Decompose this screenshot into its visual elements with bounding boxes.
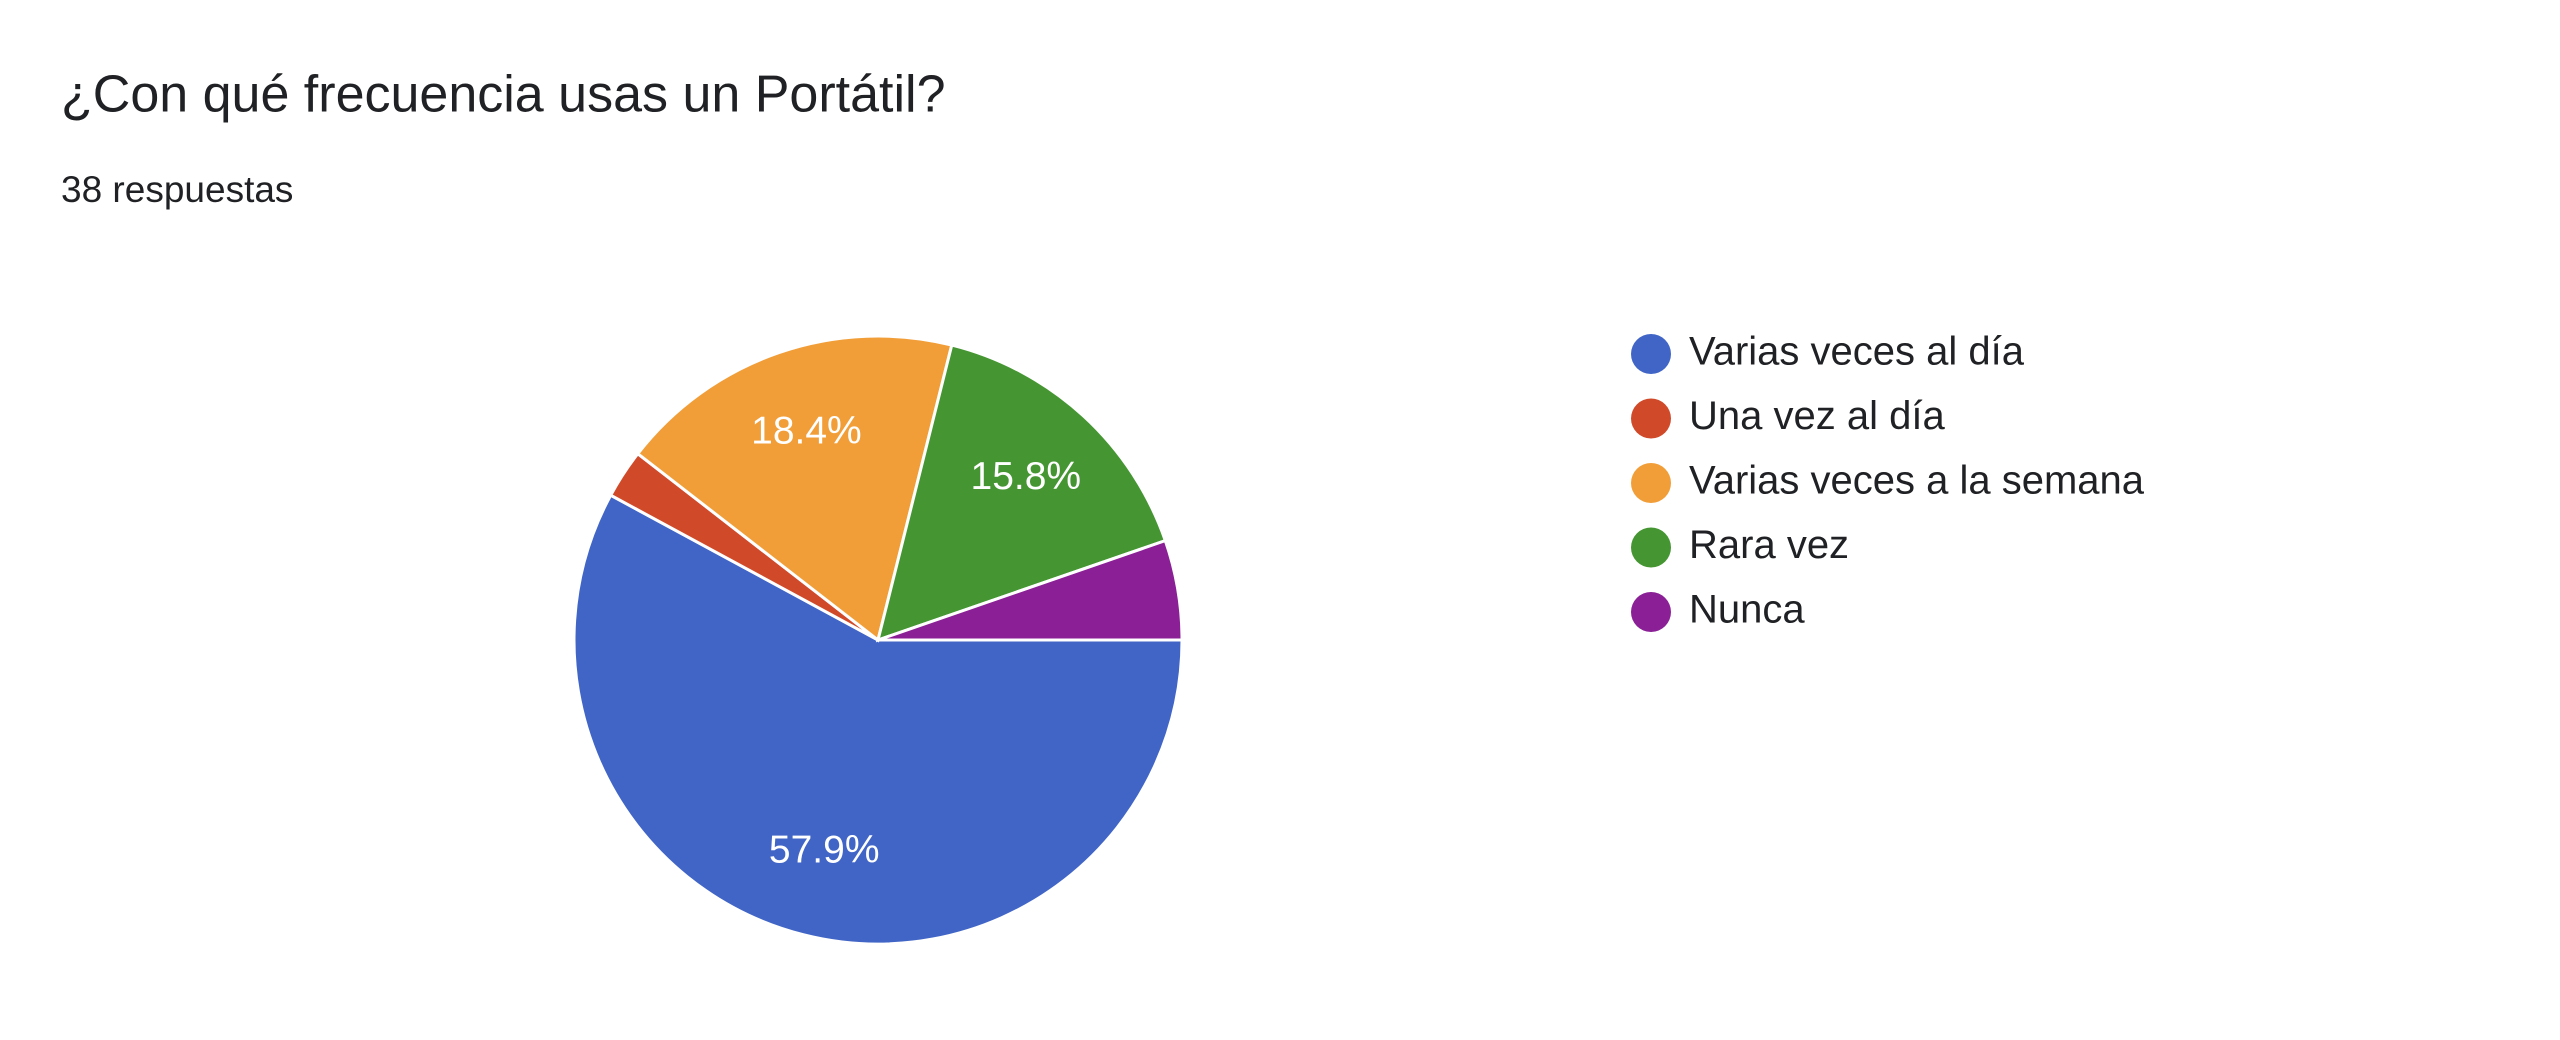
pie-slice [635, 334, 954, 643]
legend-label: Varias veces a la semana [1689, 459, 2145, 503]
legend-swatch [1631, 592, 1671, 632]
legend-swatch [1631, 527, 1671, 568]
pie-slice [875, 343, 1168, 643]
chart-subtitle: 38 respuestas [61, 169, 293, 210]
legend-swatch [1631, 398, 1671, 439]
legend-label: Rara vez [1689, 523, 1849, 567]
legend-swatch [1631, 334, 1671, 374]
legend-label: Nunca [1689, 588, 1805, 632]
pie-slice [877, 538, 1184, 642]
pie-slice [572, 493, 1184, 946]
legend-swatch [1631, 463, 1671, 503]
legend-label: Una vez al día [1689, 394, 1945, 438]
slice-label: 18.4% [751, 409, 862, 452]
slice-label: 15.8% [971, 455, 1082, 498]
slice-label: 57.9% [769, 828, 880, 871]
chart-title: ¿Con qué frecuencia usas un Portátil? [61, 66, 946, 124]
legend-label: Varias veces al día [1689, 330, 2025, 374]
